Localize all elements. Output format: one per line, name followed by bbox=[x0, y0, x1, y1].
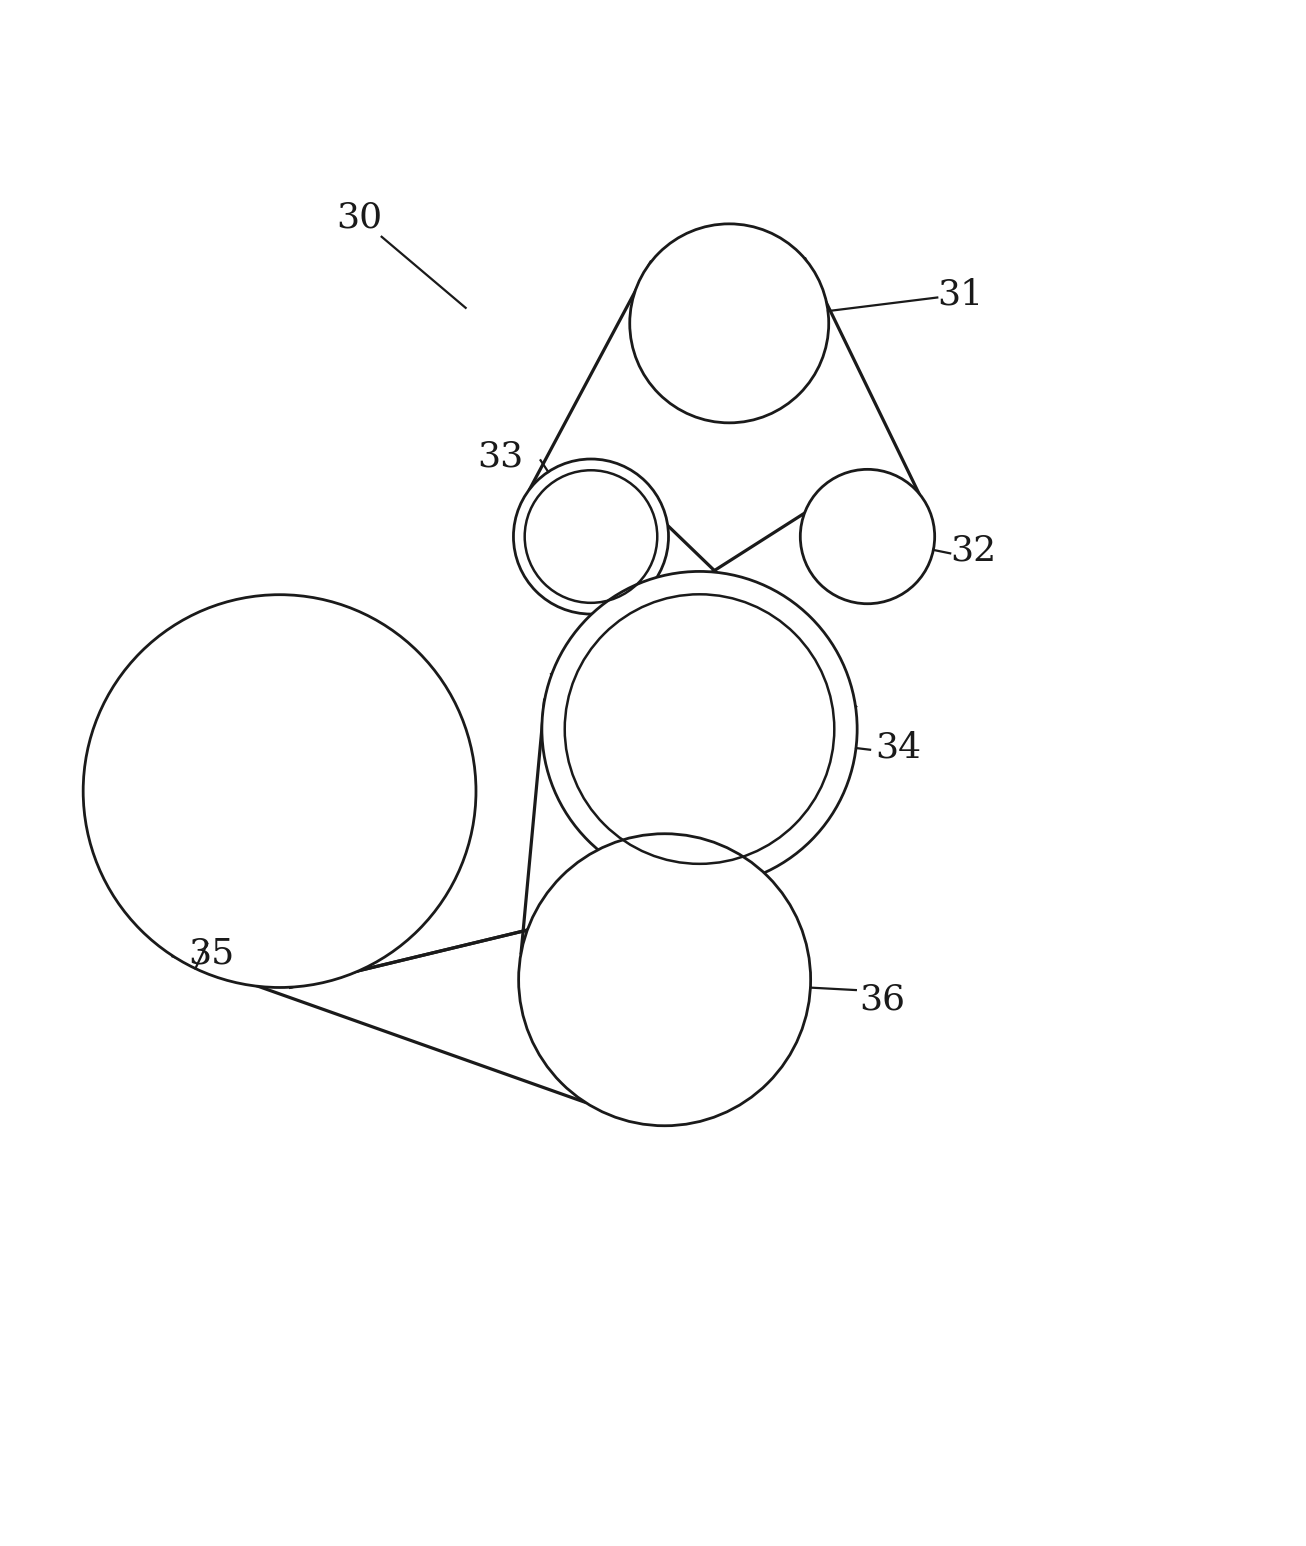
Circle shape bbox=[518, 833, 811, 1125]
Circle shape bbox=[801, 470, 935, 604]
Circle shape bbox=[542, 572, 857, 887]
Circle shape bbox=[629, 224, 829, 424]
Text: 33: 33 bbox=[478, 439, 524, 473]
Circle shape bbox=[513, 459, 669, 614]
Text: 31: 31 bbox=[938, 278, 983, 312]
Text: B: B bbox=[285, 598, 311, 632]
Text: 34: 34 bbox=[875, 730, 921, 764]
Text: 30: 30 bbox=[337, 201, 383, 235]
Text: 35: 35 bbox=[188, 937, 234, 971]
Text: 36: 36 bbox=[859, 982, 906, 1016]
Text: 32: 32 bbox=[951, 533, 996, 567]
Circle shape bbox=[84, 595, 475, 988]
